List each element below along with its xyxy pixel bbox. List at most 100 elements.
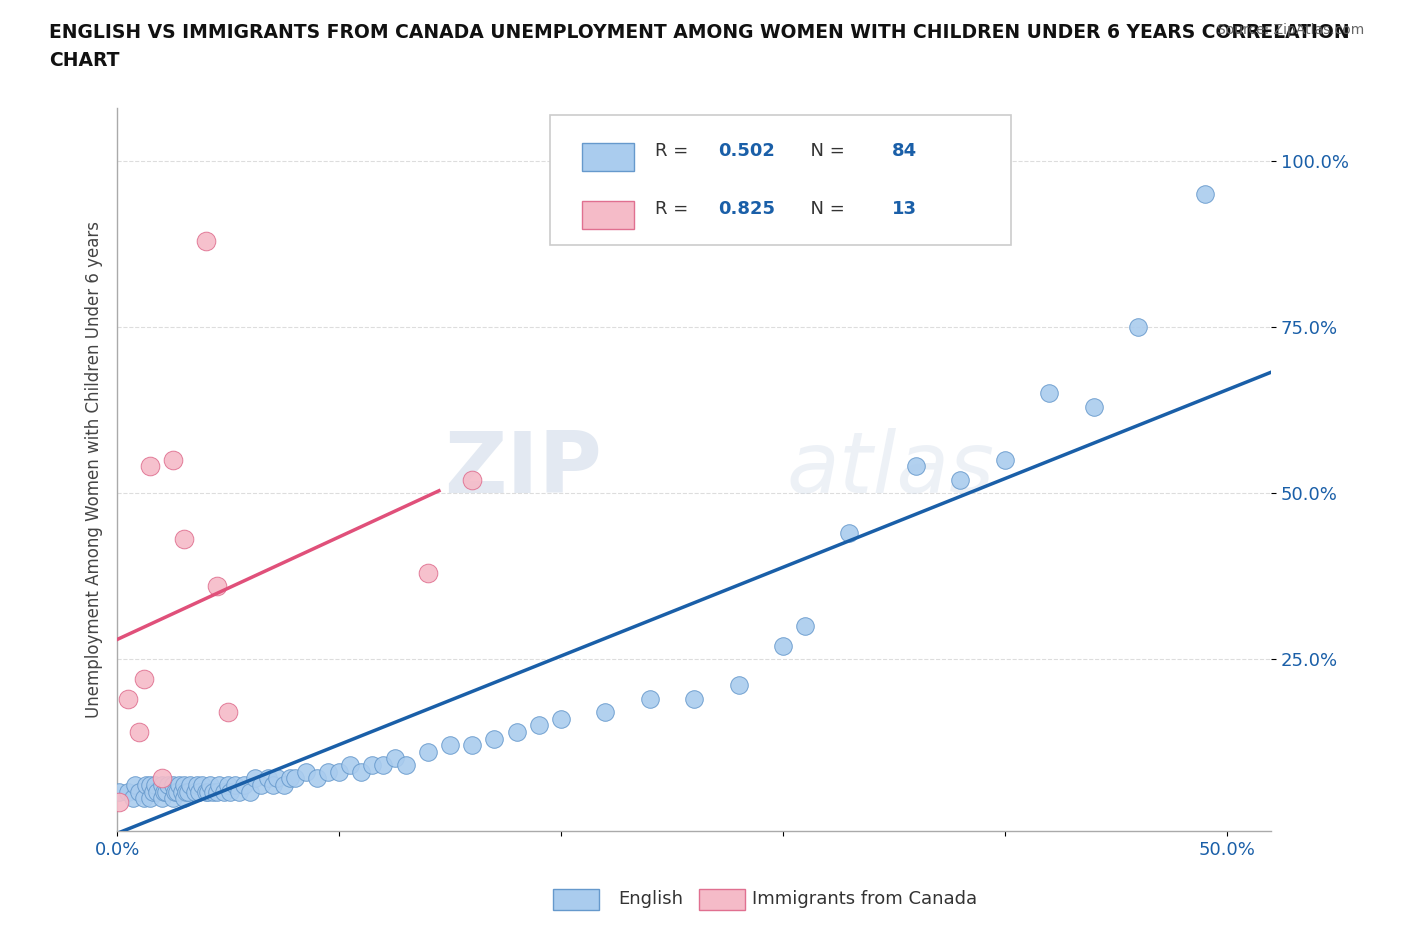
Point	[197, 784, 219, 799]
Point	[638, 691, 661, 706]
Point	[143, 777, 166, 792]
Point	[550, 711, 572, 726]
Point	[273, 777, 295, 792]
Point	[250, 777, 273, 792]
Point	[194, 784, 217, 799]
Point	[373, 758, 395, 773]
Point	[150, 790, 173, 805]
Point	[838, 525, 860, 540]
Text: 13: 13	[891, 200, 917, 219]
Point	[166, 784, 188, 799]
Point	[169, 777, 191, 792]
Point	[150, 771, 173, 786]
Point	[461, 472, 484, 487]
Point	[243, 771, 266, 786]
Point	[905, 459, 928, 474]
Point	[994, 452, 1017, 467]
Point	[416, 744, 439, 759]
Point	[188, 784, 211, 799]
Text: 0.825: 0.825	[718, 200, 775, 219]
Text: Source: ZipAtlas.com: Source: ZipAtlas.com	[1216, 23, 1364, 37]
Point	[190, 777, 212, 792]
Point	[278, 771, 301, 786]
Point	[1126, 320, 1149, 335]
Point	[135, 777, 157, 792]
Point	[794, 618, 817, 633]
Point	[727, 678, 749, 693]
Point	[284, 771, 307, 786]
Text: R =: R =	[655, 200, 695, 219]
Point	[239, 784, 262, 799]
Point	[162, 452, 184, 467]
Point	[162, 790, 184, 805]
Point	[117, 691, 139, 706]
Point	[179, 777, 201, 792]
Point	[416, 565, 439, 580]
Y-axis label: Unemployment Among Women with Children Under 6 years: Unemployment Among Women with Children U…	[86, 221, 103, 718]
Point	[339, 758, 361, 773]
Text: CHART: CHART	[49, 51, 120, 70]
Point	[146, 784, 169, 799]
Point	[150, 777, 173, 792]
Point	[142, 784, 165, 799]
Point	[217, 777, 239, 792]
Point	[108, 794, 131, 809]
Point	[139, 790, 162, 805]
FancyBboxPatch shape	[582, 202, 634, 229]
Point	[949, 472, 972, 487]
Point	[121, 790, 143, 805]
Point	[128, 784, 150, 799]
Point	[152, 784, 174, 799]
Text: R =: R =	[655, 142, 695, 160]
Point	[173, 790, 195, 805]
Point	[527, 718, 550, 733]
Point	[155, 784, 177, 799]
Point	[177, 784, 200, 799]
Text: N =: N =	[799, 200, 851, 219]
Point	[439, 737, 461, 752]
Point	[201, 784, 224, 799]
Point	[162, 777, 184, 792]
Point	[173, 777, 195, 792]
Point	[384, 751, 406, 766]
Point	[228, 784, 250, 799]
Point	[139, 777, 162, 792]
Point	[212, 784, 235, 799]
Point	[224, 777, 246, 792]
Point	[219, 784, 242, 799]
Point	[266, 771, 288, 786]
Point	[262, 777, 284, 792]
Point	[461, 737, 484, 752]
Point	[194, 233, 217, 248]
Point	[257, 771, 280, 786]
Point	[205, 784, 228, 799]
Point	[173, 532, 195, 547]
Point	[595, 705, 617, 720]
Point	[484, 731, 506, 746]
Text: English: English	[619, 890, 683, 908]
FancyBboxPatch shape	[550, 115, 1011, 246]
Point	[1038, 386, 1060, 401]
Point	[132, 790, 155, 805]
Point	[1083, 399, 1105, 414]
Point	[328, 764, 350, 779]
Point	[128, 724, 150, 739]
Point	[505, 724, 527, 739]
Point	[232, 777, 254, 792]
FancyBboxPatch shape	[582, 143, 634, 171]
Point	[108, 784, 131, 799]
Point	[683, 691, 706, 706]
Point	[186, 777, 208, 792]
Point	[174, 784, 197, 799]
Point	[316, 764, 339, 779]
Point	[217, 705, 239, 720]
Point	[163, 784, 186, 799]
Point	[132, 671, 155, 686]
Point	[772, 638, 794, 653]
Point	[200, 777, 222, 792]
Text: Immigrants from Canada: Immigrants from Canada	[752, 890, 977, 908]
Point	[361, 758, 384, 773]
Point	[205, 578, 228, 593]
Point	[139, 459, 162, 474]
Text: 0.502: 0.502	[718, 142, 775, 160]
